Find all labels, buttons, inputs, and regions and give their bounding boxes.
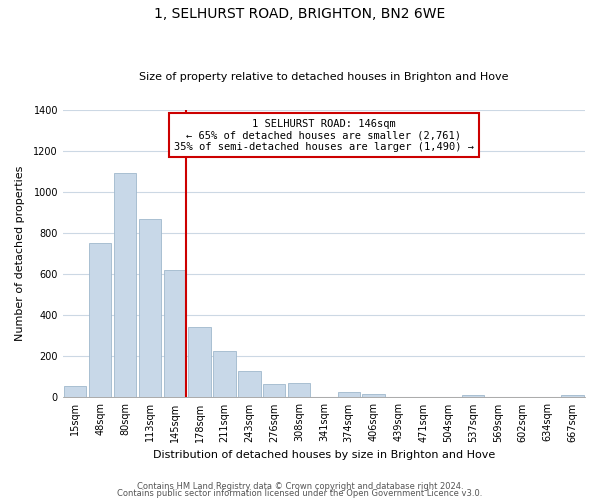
Bar xyxy=(64,386,86,398)
Bar xyxy=(238,370,260,398)
Bar xyxy=(462,396,484,398)
Text: Contains HM Land Registry data © Crown copyright and database right 2024.: Contains HM Land Registry data © Crown c… xyxy=(137,482,463,491)
Text: Contains public sector information licensed under the Open Government Licence v3: Contains public sector information licen… xyxy=(118,490,482,498)
Text: 1 SELHURST ROAD: 146sqm
← 65% of detached houses are smaller (2,761)
35% of semi: 1 SELHURST ROAD: 146sqm ← 65% of detache… xyxy=(174,118,474,152)
X-axis label: Distribution of detached houses by size in Brighton and Hove: Distribution of detached houses by size … xyxy=(153,450,495,460)
Bar xyxy=(362,394,385,398)
Bar xyxy=(288,382,310,398)
Bar xyxy=(562,395,584,398)
Bar xyxy=(338,392,360,398)
Bar xyxy=(188,326,211,398)
Text: 1, SELHURST ROAD, BRIGHTON, BN2 6WE: 1, SELHURST ROAD, BRIGHTON, BN2 6WE xyxy=(154,8,446,22)
Bar xyxy=(263,384,286,398)
Y-axis label: Number of detached properties: Number of detached properties xyxy=(15,166,25,342)
Bar xyxy=(213,350,236,398)
Bar xyxy=(139,219,161,398)
Bar xyxy=(114,172,136,398)
Bar xyxy=(89,244,112,398)
Title: Size of property relative to detached houses in Brighton and Hove: Size of property relative to detached ho… xyxy=(139,72,509,82)
Bar xyxy=(164,270,186,398)
